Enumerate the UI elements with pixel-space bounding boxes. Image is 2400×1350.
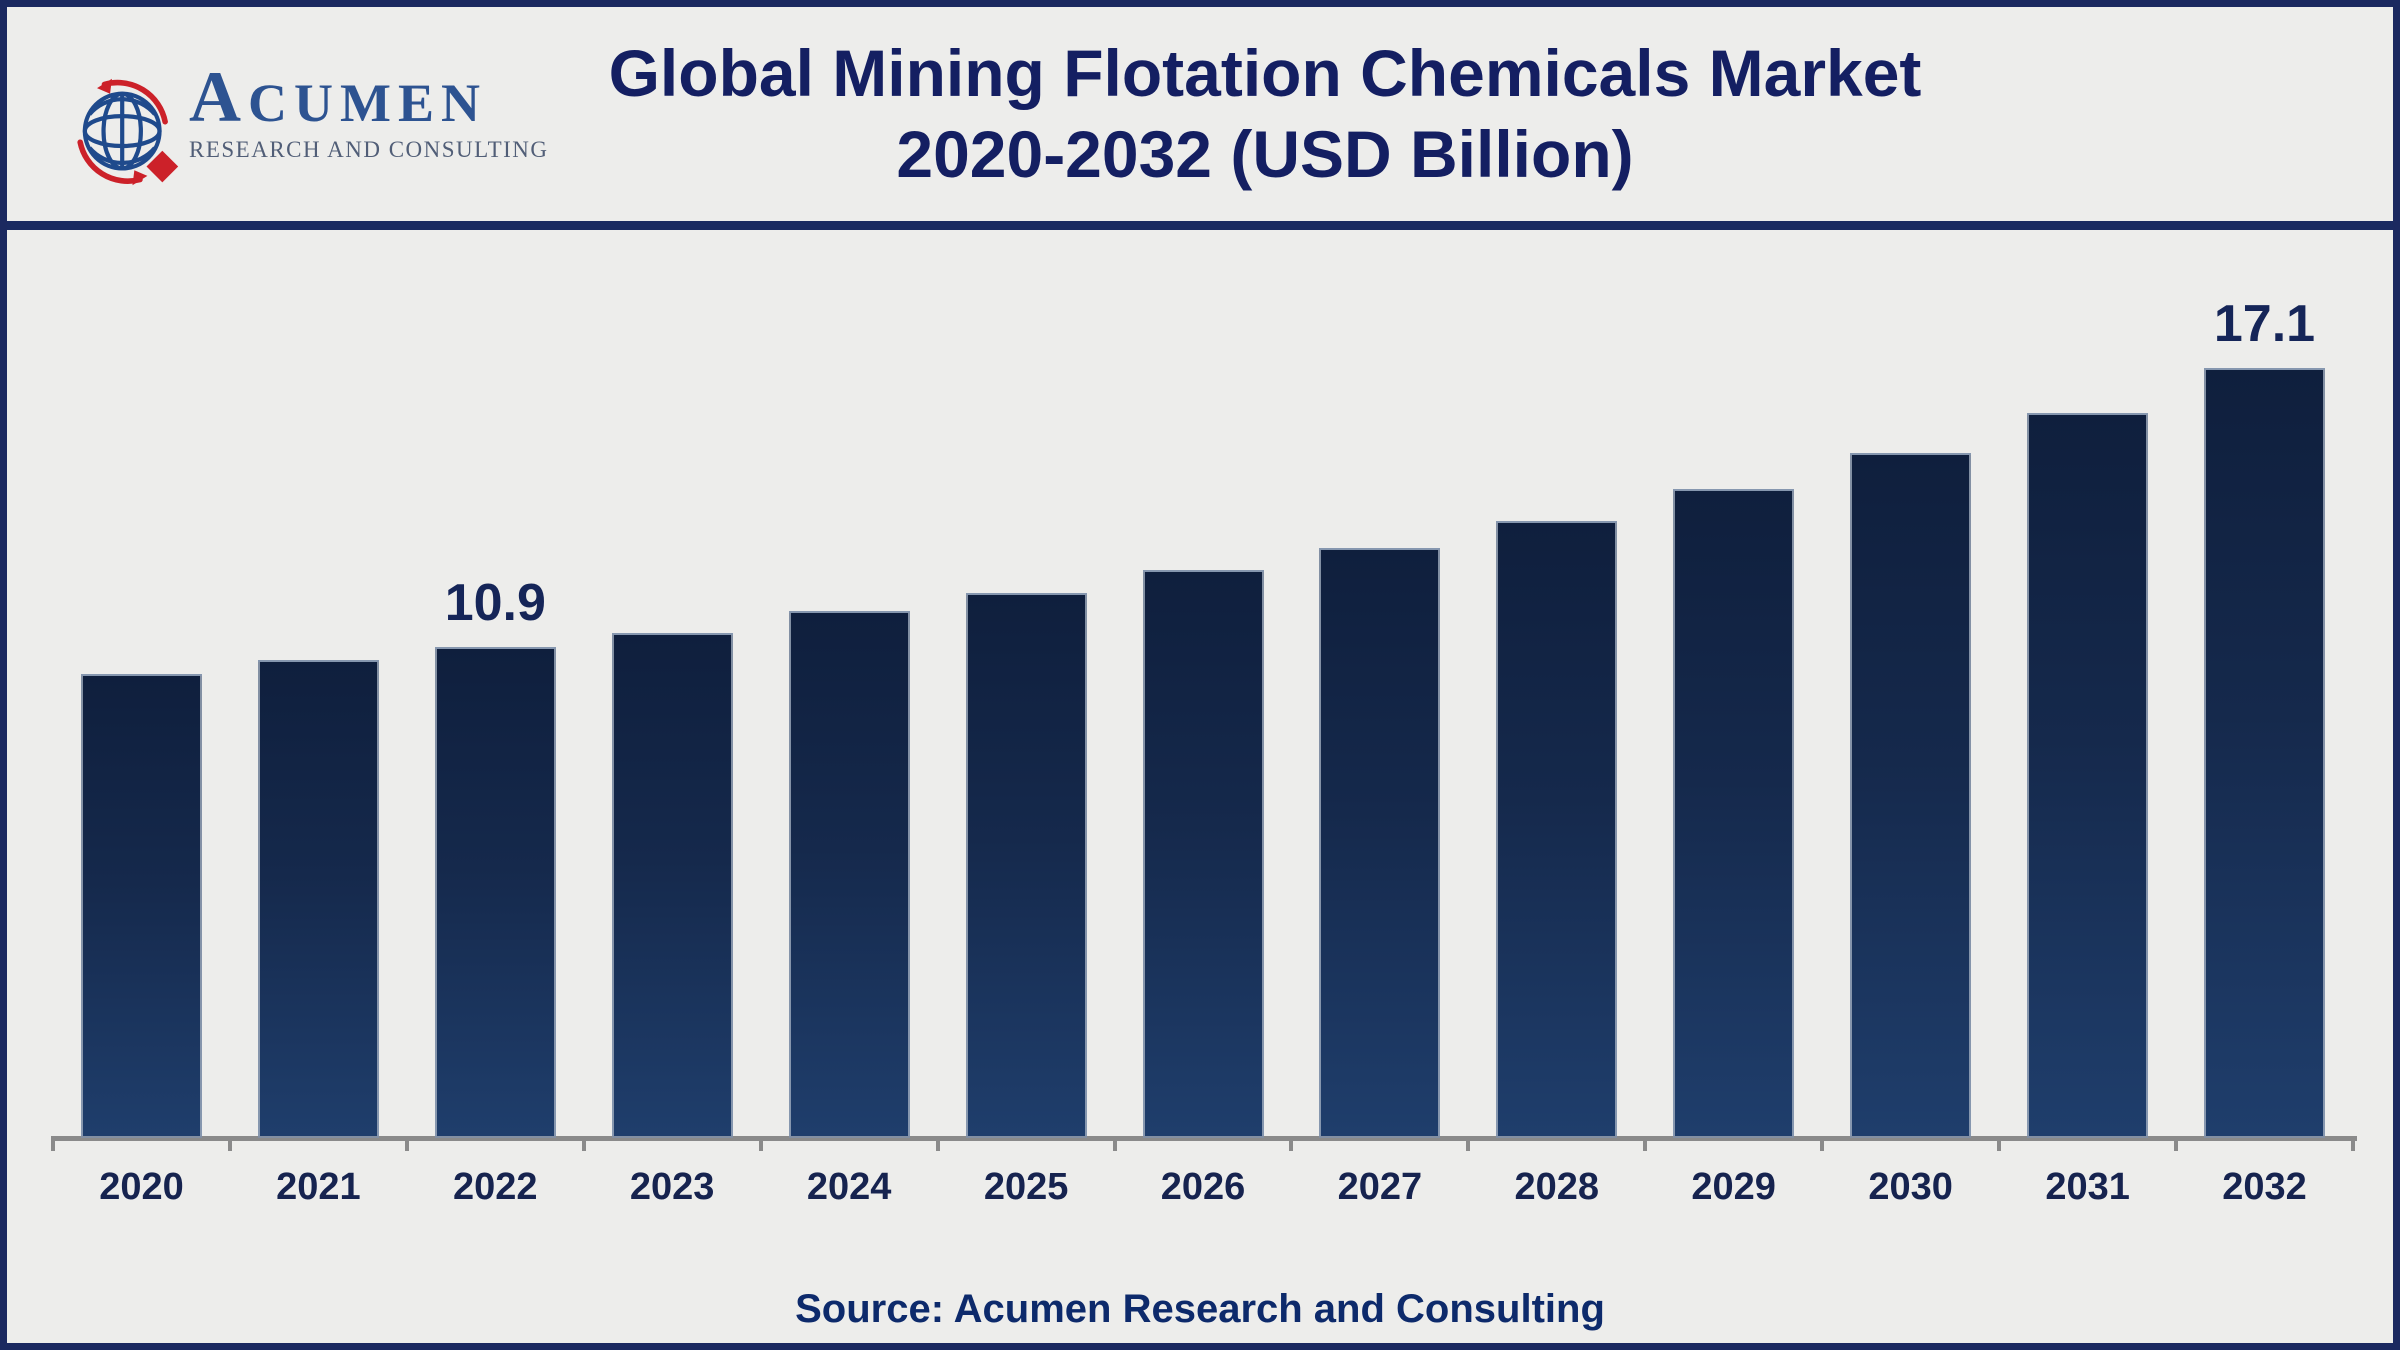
year-label-2026: 2026 — [1160, 1166, 1246, 1208]
bar-2028 — [1496, 521, 1618, 1138]
chart-title-line2: 2020-2032 (USD Billion) — [896, 117, 1634, 191]
x-axis-tick — [581, 1136, 586, 1151]
year-label-2029: 2029 — [1691, 1166, 1776, 1208]
x-axis-line — [51, 1136, 2357, 1141]
year-label-2032: 2032 — [2222, 1166, 2307, 1208]
logo-name: ACUMEN — [189, 57, 487, 137]
x-axis-tick — [935, 1136, 940, 1151]
bar-2032 — [2204, 368, 2325, 1138]
year-label-2023: 2023 — [629, 1166, 715, 1208]
bar-2029 — [1673, 489, 1795, 1138]
x-axis-tick — [1466, 1136, 1471, 1151]
x-axis-tick — [51, 1136, 55, 1151]
header: ACUMEN RESEARCH AND CONSULTING Global Mi… — [7, 7, 2393, 222]
year-label-2027: 2027 — [1337, 1166, 1423, 1208]
x-axis-tick — [1643, 1136, 1648, 1151]
bar-2025 — [965, 593, 1087, 1138]
bar-value-label-2022: 10.9 — [444, 574, 546, 632]
year-label-2028: 2028 — [1514, 1166, 1600, 1208]
bar-2023 — [611, 633, 733, 1138]
year-label-2030: 2030 — [1868, 1166, 1953, 1208]
x-axis-tick — [2350, 1136, 2355, 1151]
logo-subtitle: RESEARCH AND CONSULTING — [189, 137, 549, 162]
bar-value-label-2032: 17.1 — [2213, 295, 2316, 353]
year-label-2025: 2025 — [983, 1166, 1069, 1208]
x-axis-tick — [2174, 1136, 2179, 1151]
bar-2022 — [434, 647, 556, 1138]
acumen-logo: ACUMEN RESEARCH AND CONSULTING — [69, 57, 549, 191]
bar-2030 — [1850, 453, 1972, 1138]
source-note: Source: Acumen Research and Consulting — [795, 1287, 1605, 1331]
bar-2026 — [1142, 570, 1264, 1138]
globe-icon — [77, 78, 179, 186]
year-label-2020: 2020 — [99, 1166, 184, 1208]
bar-2027 — [1319, 548, 1441, 1138]
x-axis-tick — [227, 1136, 232, 1151]
header-divider — [7, 221, 2393, 230]
year-label-2022: 2022 — [453, 1166, 538, 1208]
x-axis-tick — [1289, 1136, 1294, 1151]
x-axis-tick — [758, 1136, 763, 1151]
x-axis-tick — [1112, 1136, 1117, 1151]
year-label-2031: 2031 — [2045, 1166, 2130, 1208]
bar-2020 — [81, 674, 202, 1138]
x-axis-tick — [1820, 1136, 1825, 1151]
chart-title: Global Mining Flotation Chemicals Market… — [147, 33, 2383, 195]
logo-text: ACUMEN RESEARCH AND CONSULTING — [189, 57, 549, 163]
bar-2024 — [788, 611, 910, 1138]
year-label-2024: 2024 — [806, 1166, 892, 1208]
bar-2031 — [2027, 413, 2149, 1138]
x-axis-tick — [404, 1136, 409, 1151]
bar-chart-plot: Source: Acumen Research and Consulting 2… — [7, 230, 2393, 1343]
year-label-2021: 2021 — [276, 1166, 361, 1208]
bar-2021 — [257, 660, 379, 1138]
chart-title-line1: Global Mining Flotation Chemicals Market — [608, 36, 1922, 110]
x-axis-tick — [1997, 1136, 2002, 1151]
